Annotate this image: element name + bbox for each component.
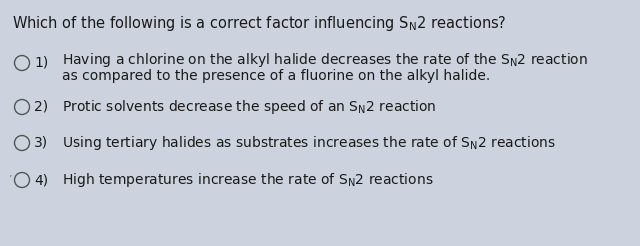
Text: High temperatures increase the rate of S$_\mathrm{N}$2 reactions: High temperatures increase the rate of S… <box>62 171 433 189</box>
Text: Which of the following is a correct factor influencing S$_\mathrm{N}$2 reactions: Which of the following is a correct fact… <box>12 14 507 33</box>
Text: ’: ’ <box>8 175 12 185</box>
Text: 3): 3) <box>34 136 48 150</box>
Text: 1): 1) <box>34 56 48 70</box>
Text: 4): 4) <box>34 173 48 187</box>
Text: Having a chlorine on the alkyl halide decreases the rate of the S$_\mathrm{N}$2 : Having a chlorine on the alkyl halide de… <box>62 51 588 69</box>
Text: Protic solvents decrease the speed of an S$_\mathrm{N}$2 reaction: Protic solvents decrease the speed of an… <box>62 98 436 116</box>
Text: 2): 2) <box>34 100 48 114</box>
Text: Using tertiary halides as substrates increases the rate of S$_\mathrm{N}$2 react: Using tertiary halides as substrates inc… <box>62 134 556 152</box>
Text: as compared to the presence of a fluorine on the alkyl halide.: as compared to the presence of a fluorin… <box>62 69 490 83</box>
